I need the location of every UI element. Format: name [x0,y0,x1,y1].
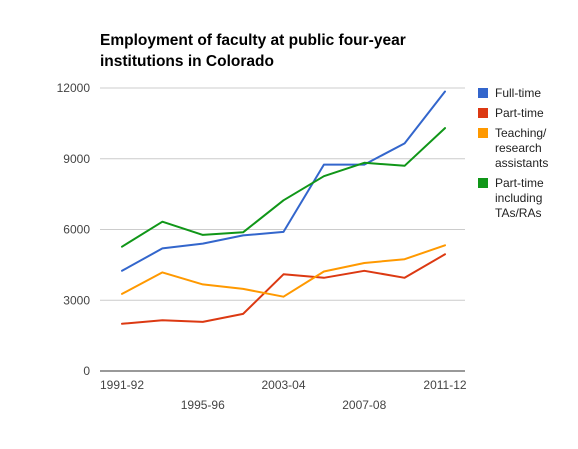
x-tick-label: 1995-96 [181,398,225,412]
x-tick-label: 1991-92 [100,378,144,392]
y-tick-label: 0 [83,364,90,378]
series-line-1 [121,253,446,325]
legend-label: Teaching/ research assistants [495,126,549,170]
legend-swatch [478,88,488,98]
series-line-0 [121,90,446,272]
legend-item: Teaching/ research assistants [478,126,574,171]
legend-item: Part-time [478,106,574,121]
series-line-3 [121,127,446,248]
chart-title: Employment of faculty at public four-yea… [100,32,406,70]
series-line-2 [121,244,446,298]
legend-label: Full-time [495,86,542,100]
legend-swatch [478,128,488,138]
legend-label: Part-time including TAs/RAs [495,176,544,220]
legend-label: Part-time [495,106,544,120]
y-tick-label: 9000 [63,152,90,166]
legend-item: Part-time including TAs/RAs [478,176,574,221]
y-tick-label: 3000 [63,293,90,307]
x-tick-label: 2011-12 [423,378,466,392]
x-tick-label: 2003-04 [261,378,305,392]
legend-swatch [478,178,488,188]
y-tick-label: 6000 [63,223,90,237]
legend-swatch [478,108,488,118]
chart-legend: Full-time Part-time Teaching/ research ass… [478,86,574,226]
y-tick-label: 12000 [57,81,91,95]
legend-item: Full-time [478,86,574,101]
x-tick-label: 2007-08 [342,398,386,412]
